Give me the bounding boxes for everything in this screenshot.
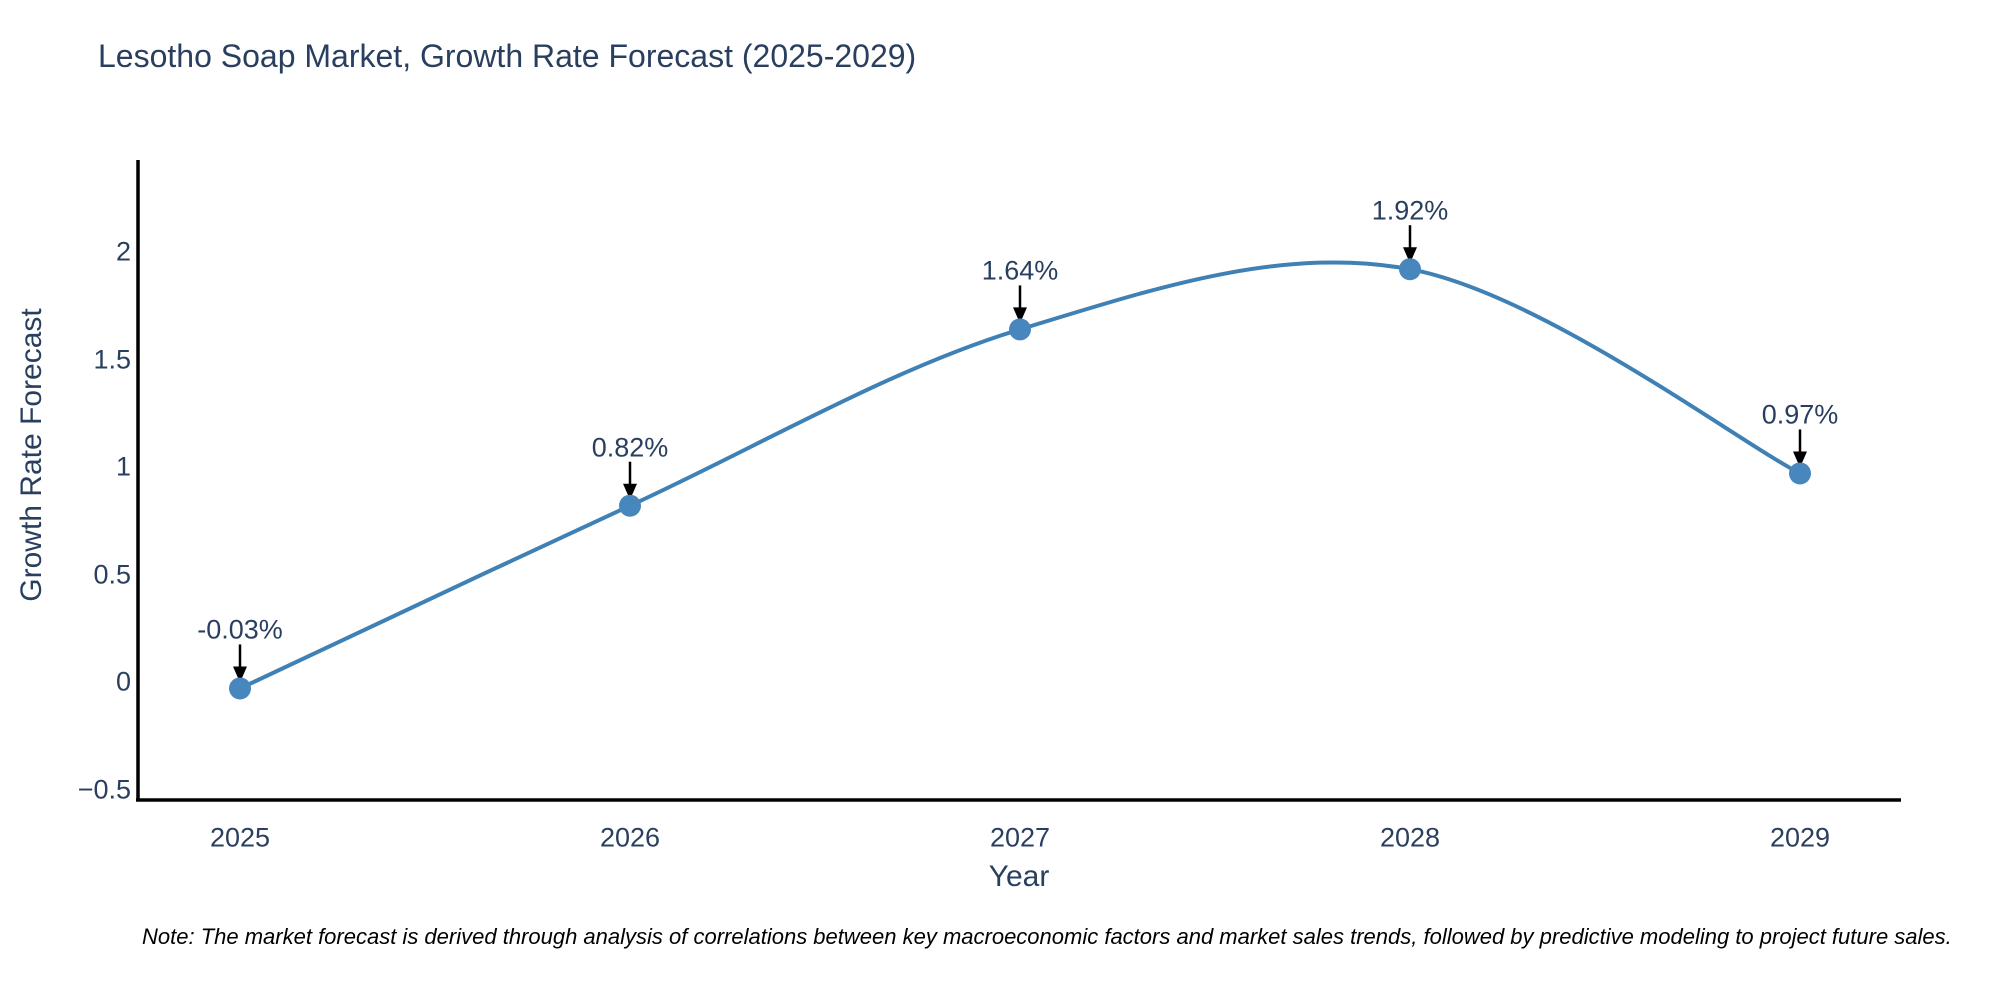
data-point-label: 1.92% [1371,195,1449,226]
data-point-marker [619,494,641,517]
annotation-arrowhead-icon [1403,247,1417,264]
x-axis-title: Year [988,860,1050,893]
data-point-marker [1789,462,1811,485]
x-tick-label: 2028 [1379,822,1441,853]
annotation-arrowhead-icon [623,483,637,500]
y-tick-label: 1.5 [93,344,131,374]
data-point-marker [1399,258,1421,281]
annotation-arrowhead-icon [1793,451,1807,468]
y-tick-label: 0 [115,666,131,697]
chart-title: Lesotho Soap Market, Growth Rate Forecas… [98,38,917,74]
y-tick-label: 2 [115,236,131,267]
data-point-label: -0.03% [197,614,283,645]
data-point-label: 1.64% [981,255,1059,286]
annotation-arrowhead-icon [1013,307,1027,324]
y-tick-label: 1 [115,451,131,482]
x-tick-label: 2026 [599,822,661,853]
x-tick-label: 2025 [209,822,271,853]
y-tick-label: 0.5 [93,559,131,589]
y-tick-label: −0.5 [77,774,131,804]
y-axis-title: Growth Rate Forecast [15,308,48,602]
footnote: Note: The market forecast is derived thr… [142,924,1952,949]
x-tick-label: 2029 [1769,822,1831,853]
data-point-marker [229,677,251,700]
x-tick-label: 2027 [989,822,1051,853]
annotation-arrowhead-icon [233,666,247,683]
data-point-label: 0.82% [591,432,669,463]
data-point-label: 0.97% [1761,399,1839,430]
data-point-marker [1009,318,1031,341]
